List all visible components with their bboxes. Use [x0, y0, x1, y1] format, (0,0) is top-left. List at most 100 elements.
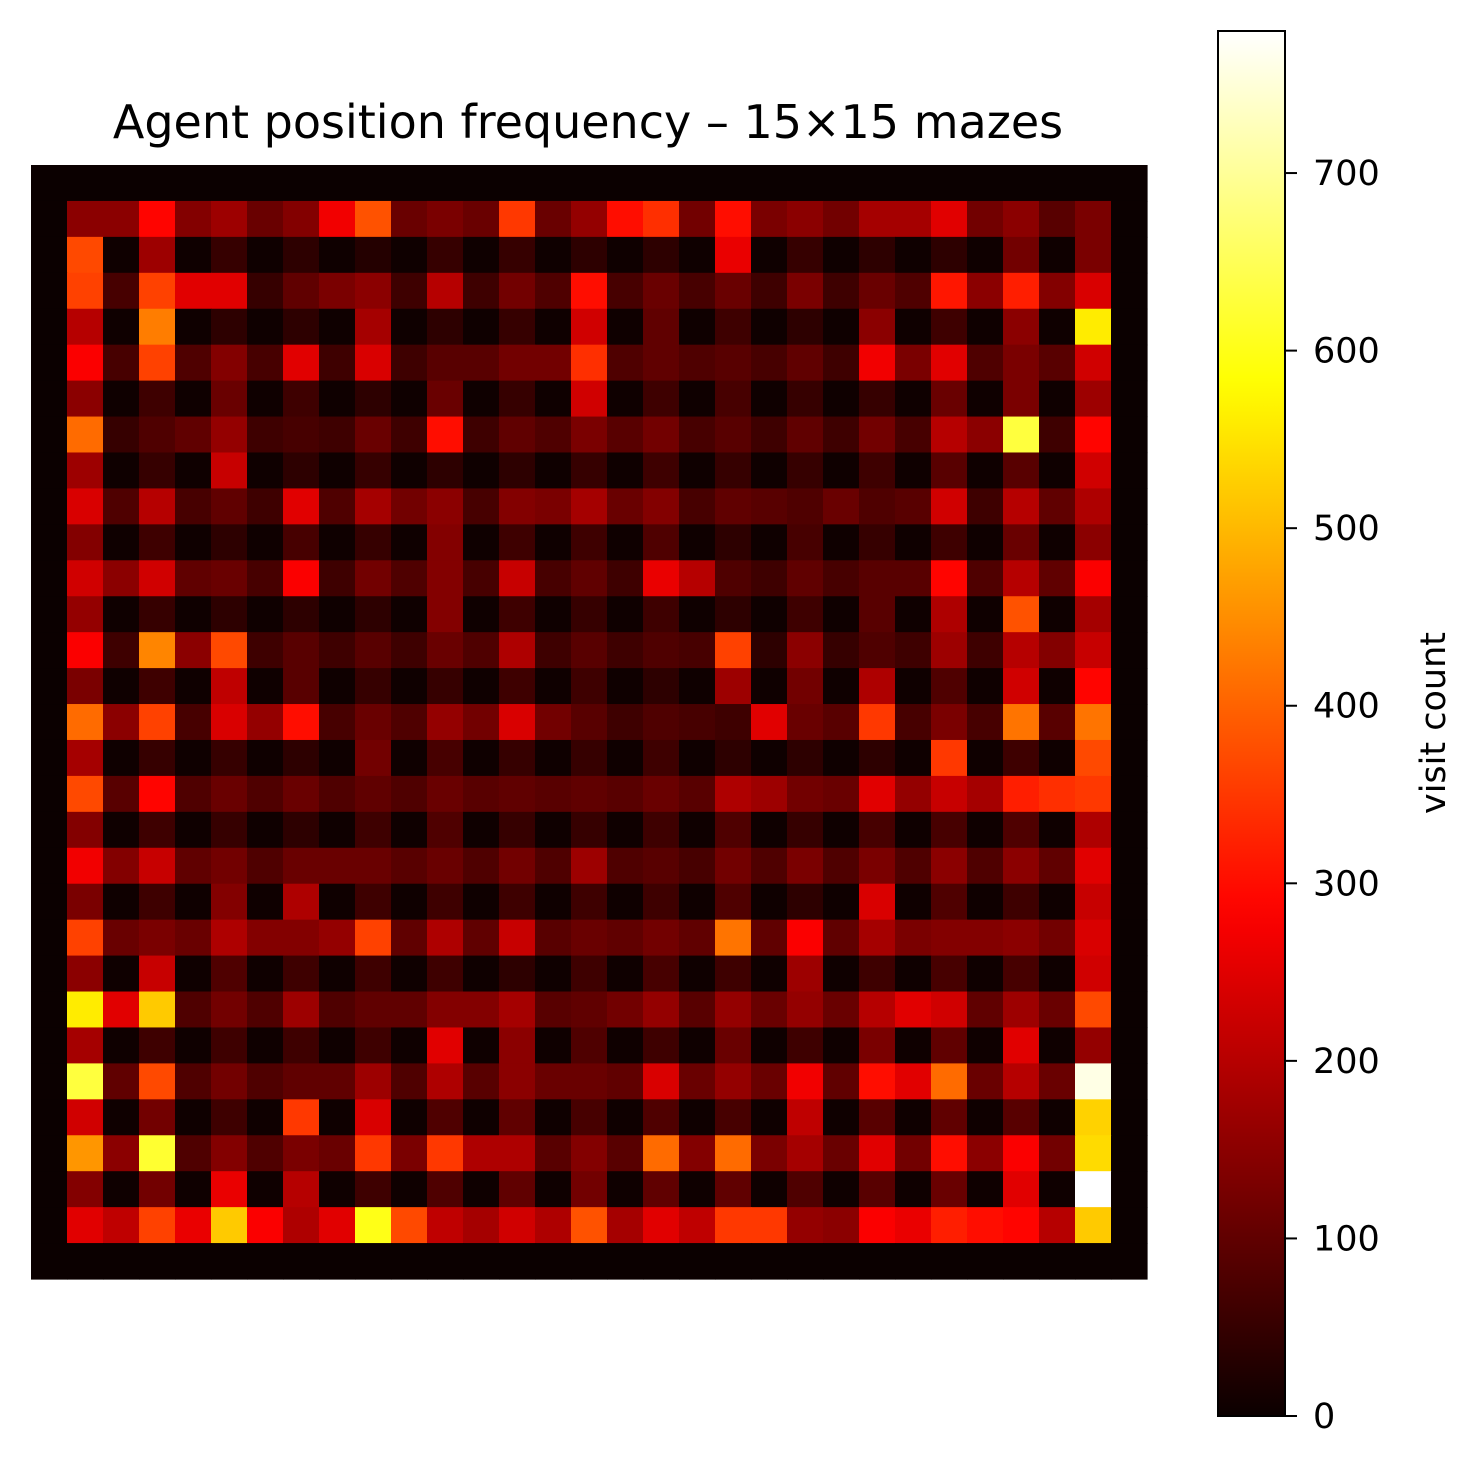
heatmap-cell — [1075, 739, 1112, 777]
heatmap-cell — [67, 991, 104, 1029]
heatmap-cell — [31, 883, 68, 921]
heatmap-cell — [1075, 596, 1112, 633]
heatmap-cell — [571, 955, 608, 993]
heatmap-cell — [67, 1243, 104, 1280]
heatmap-cell — [607, 165, 644, 202]
heatmap-cell — [1075, 1207, 1112, 1244]
heatmap-cell — [967, 1135, 1004, 1172]
heatmap-cell — [1075, 488, 1112, 525]
heatmap-cell — [283, 704, 320, 741]
heatmap-cell — [319, 524, 356, 561]
heatmap-cell — [787, 236, 824, 274]
heatmap-cell — [427, 1207, 464, 1244]
heatmap-cell — [571, 1063, 608, 1100]
heatmap-cell — [895, 919, 932, 957]
heatmap-cell — [859, 560, 896, 597]
heatmap-cell — [427, 452, 464, 490]
heatmap-cell — [391, 1099, 428, 1136]
heatmap-cell — [1039, 1099, 1076, 1136]
heatmap-cell — [175, 308, 212, 346]
heatmap-cell — [391, 883, 428, 921]
heatmap-cell — [1075, 991, 1112, 1029]
heatmap-cell — [391, 236, 428, 274]
heatmap-cell — [931, 775, 968, 813]
heatmap-cell — [787, 416, 824, 454]
heatmap-cell — [247, 1063, 284, 1100]
heatmap-cell — [643, 704, 680, 741]
heatmap-cell — [1111, 308, 1148, 346]
heatmap-cell — [571, 1135, 608, 1172]
heatmap-cell — [67, 668, 104, 705]
heatmap-cell — [67, 560, 104, 597]
heatmap-cell — [31, 847, 68, 885]
heatmap-cell — [895, 704, 932, 741]
heatmap-cell — [715, 200, 752, 238]
heatmap-cell — [283, 560, 320, 597]
heatmap-cell — [823, 811, 860, 849]
heatmap-cell — [355, 1063, 392, 1100]
heatmap-cell — [643, 272, 680, 310]
heatmap-cell — [1003, 165, 1040, 202]
heatmap-cell — [319, 380, 356, 418]
heatmap-cell — [31, 1063, 68, 1100]
heatmap-cell — [571, 200, 608, 238]
heatmap-cell — [427, 883, 464, 921]
heatmap-cell — [247, 596, 284, 633]
heatmap-cell — [1003, 668, 1040, 705]
heatmap-cell — [67, 200, 104, 238]
heatmap-cell — [1003, 1135, 1040, 1172]
heatmap-cell — [103, 165, 140, 202]
heatmap-cell — [31, 632, 68, 669]
heatmap-cell — [499, 344, 536, 382]
heatmap-cell — [175, 1027, 212, 1064]
heatmap-cell — [31, 1207, 68, 1244]
heatmap-cell — [571, 739, 608, 777]
heatmap-cell — [751, 1207, 788, 1244]
heatmap-cell — [31, 811, 68, 849]
heatmap-cell — [967, 1099, 1004, 1136]
heatmap-cell — [67, 739, 104, 777]
heatmap-cell — [211, 488, 248, 525]
heatmap-cell — [859, 416, 896, 454]
heatmap-cell — [1075, 632, 1112, 669]
heatmap-cell — [607, 344, 644, 382]
heatmap-cell — [823, 524, 860, 561]
heatmap-cell — [283, 236, 320, 274]
heatmap-cell — [67, 165, 104, 202]
heatmap-cell — [175, 991, 212, 1029]
heatmap-cell — [1039, 739, 1076, 777]
heatmap-cell — [283, 1135, 320, 1172]
heatmap-cell — [607, 272, 644, 310]
heatmap-cell — [499, 524, 536, 561]
heatmap-cell — [211, 811, 248, 849]
heatmap-cell — [391, 344, 428, 382]
heatmap-cell — [463, 272, 500, 310]
heatmap-cell — [355, 668, 392, 705]
heatmap-cell — [967, 308, 1004, 346]
heatmap-cell — [391, 560, 428, 597]
heatmap-cell — [247, 416, 284, 454]
colorbar-ticks: 0 100 200 300 400 500 600 700 — [1285, 154, 1380, 1437]
heatmap-cell — [211, 452, 248, 490]
heatmap-cell — [1075, 955, 1112, 993]
heatmap-cell — [931, 488, 968, 525]
heatmap-cell — [139, 811, 176, 849]
heatmap-cell — [859, 1099, 896, 1136]
heatmap-cell — [463, 1063, 500, 1100]
heatmap-cell — [643, 308, 680, 346]
heatmap-cell — [1075, 1099, 1112, 1136]
heatmap-cell — [391, 380, 428, 418]
heatmap-cell — [571, 991, 608, 1029]
heatmap-cell — [967, 416, 1004, 454]
heatmap-cell — [823, 1135, 860, 1172]
heatmap-cell — [859, 668, 896, 705]
heatmap-cell — [427, 380, 464, 418]
heatmap-cell — [895, 1063, 932, 1100]
heatmap-cell — [895, 596, 932, 633]
heatmap-cell — [103, 811, 140, 849]
heatmap-cell — [1039, 596, 1076, 633]
heatmap-cell — [715, 344, 752, 382]
heatmap-cell — [247, 883, 284, 921]
heatmap-cell — [607, 596, 644, 633]
heatmap-cell — [67, 847, 104, 885]
